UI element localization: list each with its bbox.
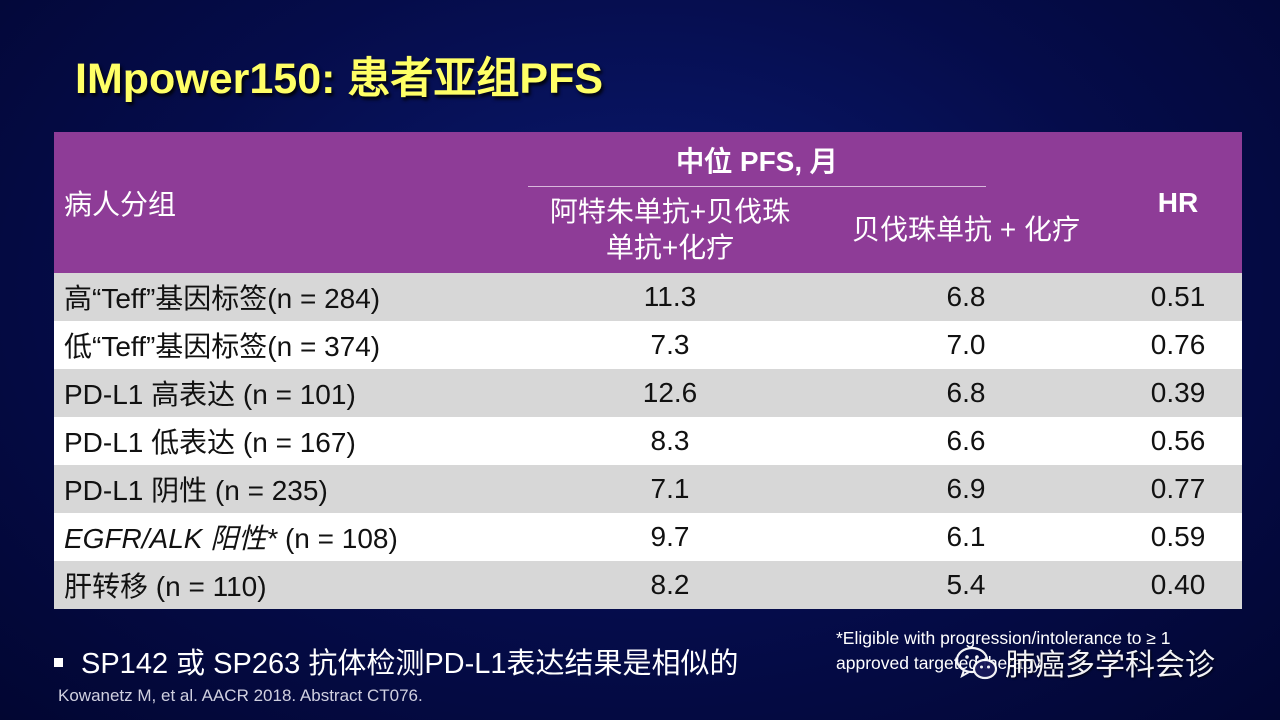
header-arm-bevacizumab: 贝伐珠单抗 + 化疗 — [818, 187, 1115, 273]
hazard-ratio: 0.76 — [1114, 321, 1243, 369]
arm1-pfs: 9.7 — [522, 513, 818, 561]
table-row: PD-L1 低表达 (n = 167) 8.3 6.6 0.56 — [54, 417, 1243, 465]
header-arm1-line1: 阿特朱单抗+贝伐珠 — [549, 196, 791, 227]
row-label: PD-L1 低表达 (n = 167) — [54, 417, 522, 465]
hazard-ratio: 0.56 — [1114, 417, 1243, 465]
arm2-pfs: 6.8 — [818, 369, 1115, 417]
arm2-pfs: 6.6 — [818, 417, 1115, 465]
table-row: 低“Teff”基因标签(n = 374) 7.3 7.0 0.76 — [54, 321, 1243, 369]
citation: Kowanetz M, et al. AACR 2018. Abstract C… — [58, 686, 423, 705]
watermark: 肺癌多学科会诊 — [955, 640, 1215, 686]
hazard-ratio: 0.59 — [1114, 513, 1243, 561]
arm1-pfs: 7.1 — [522, 465, 818, 513]
header-median-pfs: 中位 PFS, 月 — [522, 132, 1115, 187]
arm2-pfs: 6.9 — [818, 465, 1115, 513]
table-row: PD-L1 高表达 (n = 101) 12.6 6.8 0.39 — [54, 369, 1243, 417]
row-label: PD-L1 阴性 (n = 235) — [54, 465, 522, 513]
header-median-pfs-label: 中位 PFS, 月 — [528, 132, 987, 187]
bullet-point: SP142 或 SP263 抗体检测PD-L1表达结果是相似的 — [54, 640, 739, 682]
arm1-pfs: 11.3 — [522, 273, 818, 321]
row-label: PD-L1 高表达 (n = 101) — [54, 369, 522, 417]
hazard-ratio: 0.39 — [1114, 369, 1243, 417]
row-label-italic: EGFR/ALK 阳性* — [64, 523, 278, 554]
slide-title: IMpower150: 患者亚组PFS — [75, 55, 604, 103]
bullet-text: SP142 或 SP263 抗体检测PD-L1表达结果是相似的 — [81, 648, 739, 680]
arm1-pfs: 12.6 — [522, 369, 818, 417]
row-label: EGFR/ALK 阳性* (n = 108) — [54, 513, 522, 561]
arm2-pfs: 7.0 — [818, 321, 1115, 369]
arm2-pfs: 6.8 — [818, 273, 1115, 321]
header-patient-group: 病人分组 — [54, 132, 522, 273]
arm1-pfs: 8.3 — [522, 417, 818, 465]
row-label: 高“Teff”基因标签(n = 284) — [54, 273, 522, 321]
watermark-text: 肺癌多学科会诊 — [1005, 649, 1215, 682]
header-hr: HR — [1114, 132, 1243, 273]
arm2-pfs: 5.4 — [818, 561, 1115, 609]
header-arm-atezolizumab: 阿特朱单抗+贝伐珠 单抗+化疗 — [522, 187, 818, 273]
arm1-pfs: 8.2 — [522, 561, 818, 609]
row-label: 肝转移 (n = 110) — [54, 561, 522, 609]
table-row: 高“Teff”基因标签(n = 284) 11.3 6.8 0.51 — [54, 273, 1243, 321]
hazard-ratio: 0.40 — [1114, 561, 1243, 609]
header-arm1-line2: 单抗+化疗 — [605, 232, 735, 263]
row-label-rest: (n = 108) — [277, 523, 398, 554]
hazard-ratio: 0.51 — [1114, 273, 1243, 321]
wechat-icon — [955, 646, 998, 680]
row-label: 低“Teff”基因标签(n = 374) — [54, 321, 522, 369]
table-row: PD-L1 阴性 (n = 235) 7.1 6.9 0.77 — [54, 465, 1243, 513]
hazard-ratio: 0.77 — [1114, 465, 1243, 513]
table-row: 肝转移 (n = 110) 8.2 5.4 0.40 — [54, 561, 1243, 609]
square-bullet-icon — [54, 657, 63, 667]
table-row: EGFR/ALK 阳性* (n = 108) 9.7 6.1 0.59 — [54, 513, 1243, 561]
arm2-pfs: 6.1 — [818, 513, 1115, 561]
arm1-pfs: 7.3 — [522, 321, 818, 369]
subgroup-pfs-table: 病人分组 中位 PFS, 月 HR 阿特朱单抗+贝伐珠 单抗+化疗 贝伐珠单抗 … — [54, 132, 1243, 609]
